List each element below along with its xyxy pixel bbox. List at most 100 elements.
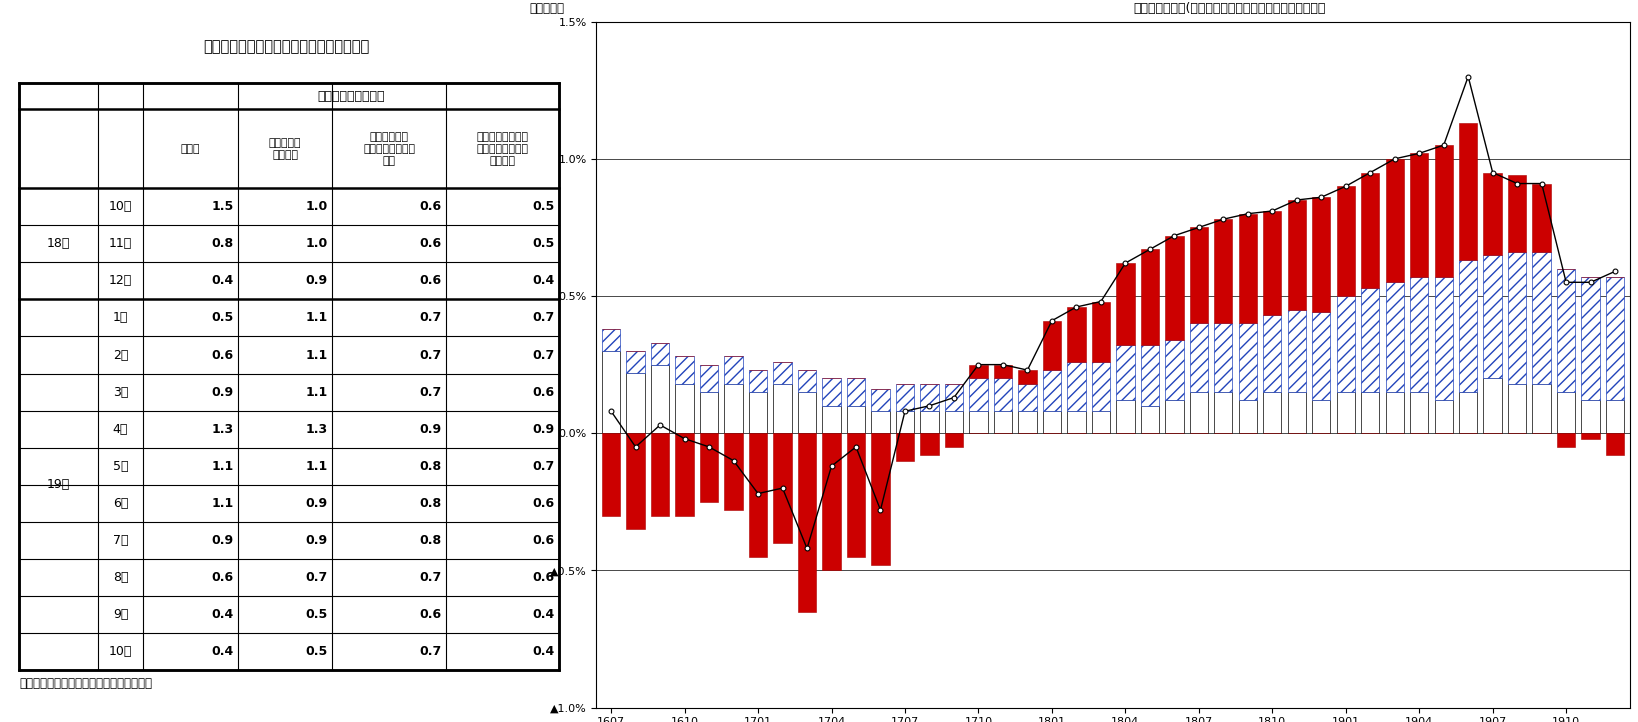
Text: 0.5: 0.5 <box>532 238 555 251</box>
Text: 0.6: 0.6 <box>419 274 441 287</box>
Bar <box>1386 392 1404 433</box>
Text: 0.4: 0.4 <box>211 645 234 658</box>
Bar <box>1459 123 1477 261</box>
Bar <box>822 433 840 570</box>
Bar <box>1312 313 1330 400</box>
Bar <box>749 392 767 433</box>
Bar <box>1140 345 1160 406</box>
Bar <box>1238 323 1256 400</box>
Text: 0.4: 0.4 <box>532 645 555 658</box>
Bar <box>921 433 939 455</box>
Text: 10月: 10月 <box>108 645 133 658</box>
Bar <box>1140 249 1160 345</box>
Text: 0.6: 0.6 <box>419 238 441 251</box>
Bar <box>1533 384 1551 433</box>
Bar <box>1019 412 1037 433</box>
Bar <box>724 433 742 510</box>
Bar <box>945 384 963 412</box>
Bar <box>896 433 914 461</box>
Text: 11月: 11月 <box>108 238 133 251</box>
Text: 0.7: 0.7 <box>306 570 328 584</box>
Bar <box>1043 321 1061 370</box>
Bar <box>1043 370 1061 412</box>
Bar <box>1605 277 1625 400</box>
Bar <box>1189 392 1207 433</box>
Bar <box>871 389 889 412</box>
Bar <box>1558 392 1576 433</box>
Text: 0.5: 0.5 <box>306 608 328 621</box>
Bar <box>1115 263 1135 345</box>
Bar <box>1337 392 1355 433</box>
Text: 1月: 1月 <box>113 311 128 324</box>
Bar <box>896 412 914 433</box>
Bar <box>773 362 791 384</box>
Bar <box>994 378 1012 412</box>
Bar <box>1068 412 1086 433</box>
Text: 0.4: 0.4 <box>211 274 234 287</box>
Bar <box>921 384 939 412</box>
Bar <box>724 384 742 433</box>
Bar <box>1043 412 1061 433</box>
Bar <box>1312 197 1330 313</box>
Text: 0.7: 0.7 <box>532 349 555 362</box>
Text: 1.1: 1.1 <box>211 497 234 510</box>
Bar <box>1509 252 1527 384</box>
Bar <box>1605 400 1625 433</box>
Text: 8月: 8月 <box>113 570 128 584</box>
Bar <box>970 365 988 378</box>
Text: 0.8: 0.8 <box>419 460 441 473</box>
Bar <box>749 370 767 392</box>
Text: 0.9: 0.9 <box>306 534 328 547</box>
Bar <box>1558 269 1576 392</box>
Bar <box>1386 159 1404 282</box>
Text: 0.6: 0.6 <box>532 570 555 584</box>
Bar <box>1189 227 1207 323</box>
Bar <box>1263 316 1281 392</box>
Bar <box>1410 392 1428 433</box>
Bar <box>1214 323 1232 392</box>
Text: 生鮮食品及び
エネルギーを除く
総合: 生鮮食品及び エネルギーを除く 総合 <box>364 132 414 166</box>
Bar <box>1263 211 1281 316</box>
Text: 2月: 2月 <box>113 349 128 362</box>
Text: 0.4: 0.4 <box>532 274 555 287</box>
Bar <box>1410 277 1428 392</box>
Bar <box>945 412 963 433</box>
Text: 0.7: 0.7 <box>419 386 441 399</box>
Bar <box>1533 183 1551 252</box>
Bar <box>650 365 670 433</box>
Bar <box>970 378 988 412</box>
Bar <box>1238 214 1256 323</box>
Text: 0.9: 0.9 <box>532 422 555 435</box>
Bar <box>994 365 1012 378</box>
Text: 1.1: 1.1 <box>306 386 328 399</box>
Text: 0.6: 0.6 <box>419 200 441 214</box>
Bar <box>1337 186 1355 296</box>
Bar <box>822 378 840 406</box>
Bar <box>699 365 717 392</box>
Bar <box>601 351 621 433</box>
Bar <box>1091 302 1111 362</box>
Bar <box>1386 282 1404 392</box>
Text: 0.9: 0.9 <box>306 274 328 287</box>
Text: 0.6: 0.6 <box>211 349 234 362</box>
Bar <box>1068 307 1086 362</box>
Bar <box>1019 370 1037 384</box>
Bar <box>1115 345 1135 400</box>
Bar <box>945 433 963 447</box>
Bar <box>798 433 816 612</box>
Text: 0.7: 0.7 <box>419 645 441 658</box>
Bar <box>675 384 695 433</box>
Bar <box>650 343 670 365</box>
Text: 0.7: 0.7 <box>532 311 555 324</box>
Text: 1.1: 1.1 <box>211 460 234 473</box>
Bar <box>1312 400 1330 433</box>
Bar <box>1068 362 1086 412</box>
Text: 3月: 3月 <box>113 386 128 399</box>
Bar <box>20 84 559 670</box>
Bar <box>1165 235 1184 340</box>
Text: 19年: 19年 <box>48 478 70 491</box>
Bar <box>1091 412 1111 433</box>
Bar <box>871 412 889 433</box>
Text: 総　合: 総 合 <box>180 144 200 154</box>
Text: 1.5: 1.5 <box>211 200 234 214</box>
